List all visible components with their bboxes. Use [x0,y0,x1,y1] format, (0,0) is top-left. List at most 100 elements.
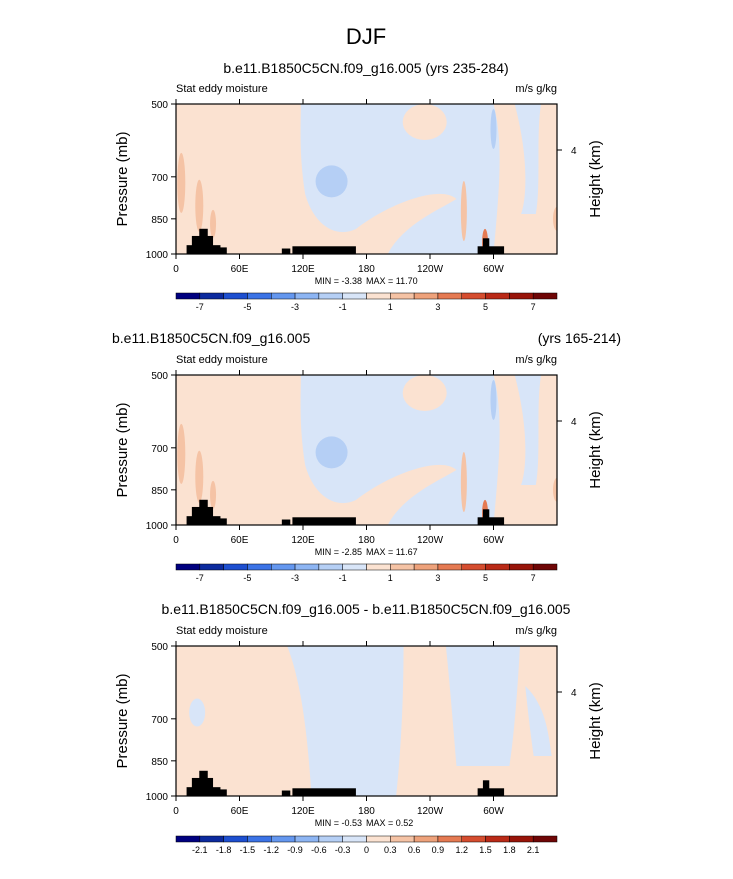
units-label: m/s g/kg [515,83,557,95]
colorbar-label: 0.9 [432,845,445,855]
colorbar-label: -7 [196,573,204,583]
colorbar-label: -3 [291,573,299,583]
colorbar-label: -5 [243,302,251,312]
y-tick-label: 700 [151,173,168,184]
field [176,646,557,796]
colorbar-swatch [413,563,439,571]
colorbar: -7 -5 -3 -1 1 3 5 7 [175,563,558,583]
colorbar-swatch [485,563,510,571]
colorbar-swatch [461,292,486,300]
colorbar-label: 2.1 [527,845,540,855]
colorbar-swatch [342,835,367,843]
colorbar-swatch [437,835,462,843]
colorbar-swatch [461,563,486,571]
warm-streak [210,209,217,238]
colorbar: -2.1 -1.8 -1.5 -1.2 -0.9 -0.6 -0.3 0 0.3 0.6 0.9 1.… [175,835,558,855]
positive-bulge [402,104,447,140]
colorbar-swatch [175,563,201,571]
topography [477,246,505,254]
variable-label: Stat eddy moisture [176,83,268,95]
colorbar-swatch [390,292,415,300]
colorbar-swatch [532,292,558,300]
x-tick-label: 60E [231,535,249,546]
negative-region [525,686,552,756]
colorbar-label: 7 [531,302,536,312]
x-tick-label: 120W [417,535,444,546]
colorbar-swatch [390,563,415,571]
colorbar-label: -2.1 [192,845,208,855]
colorbar-label: -0.3 [335,845,351,855]
colorbar-label: -1 [339,573,347,583]
warm-streak [210,480,217,509]
colorbar-swatch [223,292,248,300]
y-axis-label-right: Height (km) [587,682,604,760]
min-label: MIN = -3.38 [315,276,362,286]
negative-region [445,646,520,766]
colorbar-swatch [509,835,534,843]
colorbar-swatch [294,292,320,300]
panel-title-left: b.e11.B1850C5CN.f09_g16.005 [112,330,310,346]
colorbar-swatch [271,563,296,571]
panel-title: b.e11.B1850C5CN.f09_g16.005 - b.e11.B185… [162,601,571,617]
colorbar-label: 5 [483,302,488,312]
topography [292,246,356,254]
negative-region [287,646,404,796]
colorbar-swatch [294,835,320,843]
colorbar-swatch [342,292,367,300]
topography [199,228,208,254]
height-tick-label: 4 [571,417,577,428]
colorbar-swatch [485,835,510,843]
topography [281,790,291,796]
colorbar-label: 1 [388,302,393,312]
colorbar-label: 1.2 [455,845,468,855]
colorbar-swatch [223,563,248,571]
warm-streak [177,152,186,213]
x-tick-label: 60W [483,264,504,275]
y-axis-label: Pressure (mb) [114,131,131,226]
x-tick-label: 120W [417,806,444,817]
colorbar-swatch [532,835,558,843]
colorbar-swatch [247,563,272,571]
negative-strip [514,104,542,214]
colorbar-swatch [509,563,534,571]
colorbar-swatch [175,292,201,300]
colorbar-label: -0.6 [311,845,327,855]
colorbar: -7 -5 -3 -1 1 3 5 7 [175,292,558,312]
x-tick-label: 60W [483,806,504,817]
variable-label: Stat eddy moisture [176,354,268,366]
colorbar-swatch [532,563,558,571]
colorbar-label: 5 [483,573,488,583]
x-tick-label: 180 [358,806,375,817]
colorbar-swatch [247,835,272,843]
warm-streak [460,181,467,242]
max-label: MAX = 11.67 [366,547,418,557]
y-tick-label: 500 [151,642,168,653]
colorbar-label: 1.8 [503,845,516,855]
colorbar-label: -0.9 [287,845,303,855]
topography [281,248,291,254]
colorbar-swatch [509,292,534,300]
colorbar-label: -5 [243,573,251,583]
colorbar-swatch [342,563,367,571]
warm-streak [460,452,467,513]
warm-streak [195,450,204,503]
field [176,375,557,525]
figure-title: DJF [346,24,386,49]
y-tick-label: 500 [151,371,168,382]
topography [477,788,505,796]
y-axis-label-right: Height (km) [587,411,604,489]
colorbar-swatch [294,563,320,571]
topography [199,499,208,525]
x-tick-label: 120W [417,264,444,275]
colorbar-label: -7 [196,302,204,312]
warm-streak [195,179,204,232]
colorbar-swatch [223,835,248,843]
topography [482,238,490,254]
colorbar-label: 3 [435,302,440,312]
negative-patch [189,698,206,727]
colorbar-swatch [199,292,224,300]
colorbar-swatch [318,292,343,300]
negative-region [300,375,500,525]
colorbar-label: -1.2 [263,845,279,855]
colorbar-swatch [366,835,391,843]
